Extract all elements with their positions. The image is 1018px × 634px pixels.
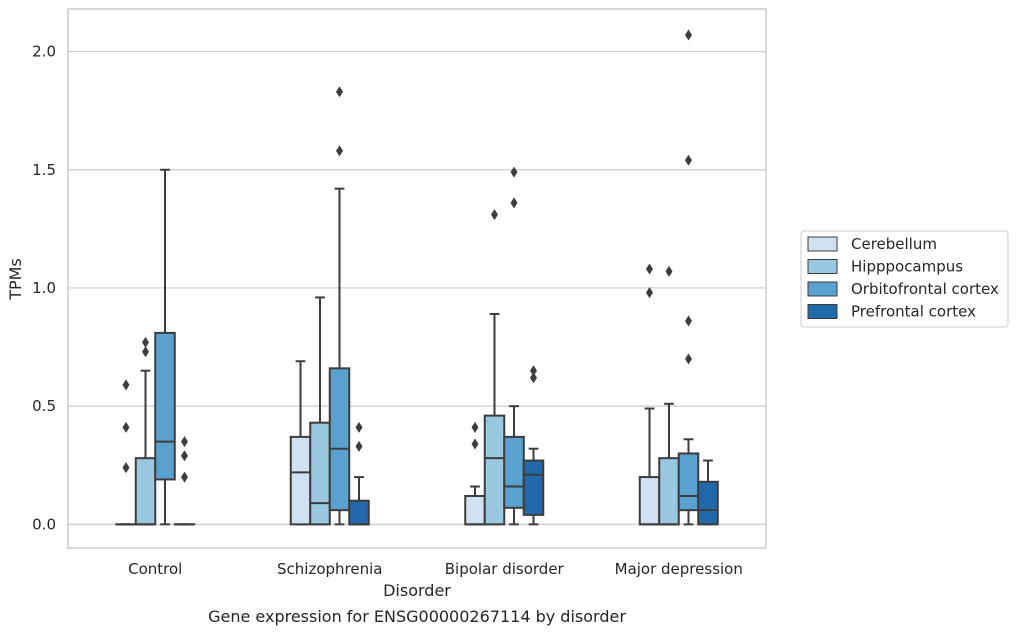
legend-swatch (807, 304, 838, 319)
legend-label: Cerebellum (851, 235, 937, 253)
outlier-point (685, 154, 692, 166)
legend-label: Orbitofrontal cortex (851, 280, 999, 298)
y-tick-label: 0.5 (32, 397, 56, 415)
outlier-point (685, 353, 692, 365)
legend-swatch (807, 259, 838, 274)
figure-caption: Gene expression for ENSG00000267114 by d… (208, 607, 626, 626)
box-body (503, 435, 525, 509)
box (348, 421, 370, 526)
x-axis-label: Disorder (383, 581, 451, 600)
box (522, 365, 545, 526)
outlier-point (181, 436, 188, 448)
box (464, 421, 486, 526)
box (503, 166, 525, 526)
outlier-point (510, 197, 518, 209)
box-body (309, 421, 331, 526)
legend-label: Prefrontal cortex (851, 303, 976, 321)
y-tick-label: 2.0 (32, 43, 56, 61)
x-axis-ticks: Control Schizophrenia Bipolar disorder Majo… (128, 560, 743, 578)
box (638, 263, 661, 526)
box (309, 296, 331, 526)
box-body (677, 452, 700, 512)
legend: Cerebellum Hipppocampus Orbitofrontal cort… (800, 230, 1009, 328)
outlier-point (646, 263, 653, 275)
box (677, 29, 700, 526)
box (134, 336, 157, 526)
outlier-point (685, 315, 692, 327)
legend-label: Hipppocampus (851, 258, 963, 276)
box (173, 436, 196, 526)
outlier-point (122, 462, 130, 474)
outlier-point (471, 421, 479, 433)
boxes (115, 29, 719, 526)
outlier-point (471, 438, 479, 450)
outlier-point (181, 471, 188, 483)
outlier-point (491, 209, 498, 221)
box-body (483, 414, 506, 526)
box-body (464, 494, 486, 526)
legend-swatch (807, 281, 838, 297)
x-tick-label: Bipolar disorder (445, 560, 565, 578)
outlier-point (336, 86, 343, 98)
box (697, 459, 719, 526)
box (115, 379, 137, 526)
box-body (638, 476, 661, 526)
y-axis-label: TPMs (6, 258, 25, 301)
legend-frame (800, 230, 1009, 328)
box-body (697, 480, 719, 526)
box-body (154, 331, 176, 481)
outlier-point (665, 265, 673, 277)
outlier-point (530, 365, 537, 377)
outlier-point (355, 421, 363, 433)
x-tick-label: Control (128, 560, 182, 578)
legend-swatch (807, 236, 838, 252)
outlier-point (355, 440, 363, 452)
outlier-point (122, 379, 130, 391)
outlier-point (336, 145, 343, 157)
x-tick-label: Schizophrenia (277, 560, 382, 578)
box-body (328, 367, 351, 512)
outlier-point (142, 346, 149, 358)
outlier-point (122, 421, 130, 433)
box-body (658, 457, 680, 526)
y-tick-label: 1.0 (32, 279, 56, 297)
outlier-point (181, 450, 188, 462)
box-body (289, 435, 312, 526)
outlier-point (530, 372, 537, 384)
box (154, 168, 176, 526)
outlier-point (510, 166, 518, 178)
y-tick-label: 0.0 (32, 515, 56, 533)
box-body (348, 499, 370, 526)
y-axis-ticks: 0.0 0.5 1.0 1.5 2.0 (32, 43, 56, 534)
box-body (522, 459, 545, 516)
box (483, 209, 506, 526)
plot-frame (67, 8, 767, 549)
box (289, 360, 312, 526)
outlier-point (142, 336, 149, 348)
outlier-point (685, 29, 692, 41)
box (658, 265, 680, 526)
y-tick-label: 1.5 (32, 161, 56, 179)
outlier-point (646, 287, 653, 299)
box-body (134, 457, 157, 526)
x-tick-label: Major depression (615, 560, 743, 578)
box (328, 86, 351, 526)
